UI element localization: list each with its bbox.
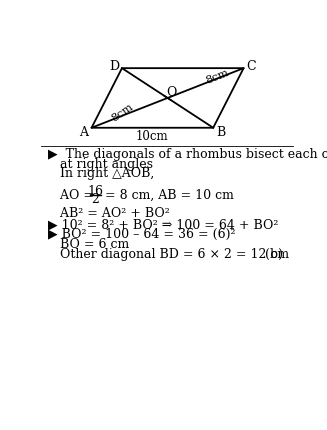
Text: ▶ 10² = 8² + BO² ⇒ 100 = 64 + BO²: ▶ 10² = 8² + BO² ⇒ 100 = 64 + BO²: [48, 218, 279, 231]
Text: ▶ BO² = 100 – 64 = 36 = (6)²: ▶ BO² = 100 – 64 = 36 = (6)²: [48, 228, 236, 241]
Text: BO = 6 cm: BO = 6 cm: [48, 238, 130, 251]
Text: Other diagonal BD = 6 × 2 = 12 cm: Other diagonal BD = 6 × 2 = 12 cm: [48, 248, 290, 261]
Text: AO =: AO =: [48, 189, 95, 202]
Text: D: D: [109, 60, 119, 73]
Text: 8cm: 8cm: [204, 68, 230, 86]
Text: 16: 16: [87, 185, 103, 198]
Text: B: B: [216, 126, 225, 139]
Text: O: O: [166, 86, 177, 99]
Text: 2: 2: [92, 193, 99, 206]
Text: A: A: [79, 126, 89, 139]
Text: at right angles: at right angles: [48, 158, 153, 171]
Text: C: C: [247, 60, 256, 73]
Text: 10cm: 10cm: [136, 129, 169, 142]
Text: = 8 cm, AB = 10 cm: = 8 cm, AB = 10 cm: [106, 189, 234, 202]
Text: AB² = AO² + BO²: AB² = AO² + BO²: [48, 207, 170, 220]
Text: (b): (b): [265, 248, 283, 261]
Text: In right △AOB,: In right △AOB,: [48, 166, 155, 180]
Text: 8cm: 8cm: [109, 102, 135, 124]
Text: ▶  The diagonals of a rhombus bisect each other: ▶ The diagonals of a rhombus bisect each…: [48, 148, 327, 161]
